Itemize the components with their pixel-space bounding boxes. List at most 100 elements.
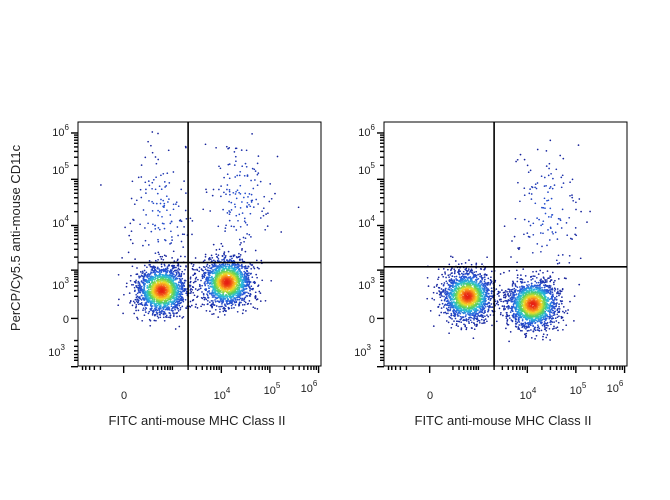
data-point (555, 327, 557, 329)
data-point (438, 290, 441, 293)
data-point (451, 279, 454, 282)
data-point (231, 295, 234, 297)
data-point (179, 290, 182, 293)
data-point (244, 288, 247, 290)
data-point (460, 272, 463, 275)
data-point (564, 310, 567, 312)
data-point (207, 296, 209, 298)
data-point (448, 292, 450, 295)
plot-panel-1: 0 104 105 106 103 0 103 104 105 106 FITC… (8, 121, 322, 428)
data-point (548, 311, 551, 314)
data-point (547, 229, 549, 231)
data-point (175, 300, 178, 303)
data-point (177, 205, 180, 208)
data-point (160, 174, 162, 177)
data-point (208, 276, 211, 279)
data-point (506, 302, 509, 305)
data-point (208, 283, 211, 285)
data-point (536, 217, 538, 219)
data-point (445, 287, 447, 290)
data-point (170, 272, 172, 275)
data-point (172, 295, 174, 298)
data-point (445, 307, 448, 310)
data-point (453, 268, 456, 271)
data-point (467, 320, 470, 323)
data-point (212, 270, 215, 272)
data-point (259, 217, 262, 219)
data-point (167, 201, 169, 203)
data-point (528, 236, 531, 238)
data-point (226, 188, 228, 191)
data-point (225, 310, 227, 312)
data-point (533, 275, 536, 278)
data-point (238, 238, 241, 241)
data-point (128, 292, 131, 294)
data-point (549, 186, 552, 188)
data-point (246, 205, 248, 208)
data-point (157, 317, 160, 319)
data-point (267, 212, 269, 215)
data-point (530, 279, 533, 281)
data-point (248, 300, 251, 302)
data-point (176, 315, 178, 318)
data-point (194, 257, 197, 259)
data-point (159, 312, 162, 314)
data-point (158, 270, 161, 273)
data-point (515, 323, 518, 325)
data-point (243, 273, 246, 276)
data-point (458, 320, 461, 323)
data-point (144, 311, 147, 313)
data-point (146, 285, 149, 287)
data-point (532, 222, 535, 225)
data-point (529, 224, 532, 227)
data-point (213, 286, 216, 289)
data-point (169, 243, 171, 245)
data-point (202, 269, 205, 272)
data-point (517, 247, 519, 249)
data-point (198, 266, 201, 269)
data-point (162, 199, 165, 202)
data-point (210, 282, 213, 284)
data-point (180, 240, 183, 243)
data-point (551, 231, 554, 233)
data-point (135, 199, 138, 202)
data-point (194, 306, 197, 308)
data-point (151, 302, 154, 304)
data-point (201, 284, 203, 287)
y-tick-label-1-2: 103 (52, 276, 69, 292)
data-point (481, 263, 483, 265)
data-point (154, 156, 157, 158)
data-point (167, 281, 170, 284)
data-point (179, 288, 181, 290)
data-point (503, 271, 505, 274)
data-point (151, 131, 154, 133)
data-point (489, 283, 491, 286)
data-point (568, 216, 571, 219)
data-point (460, 276, 462, 279)
data-point (180, 272, 183, 275)
data-point (239, 254, 242, 256)
data-point (241, 304, 244, 306)
data-point (178, 268, 181, 271)
data-point (475, 279, 478, 282)
data-point (147, 273, 150, 275)
data-point (519, 329, 522, 332)
data-point (260, 259, 263, 262)
data-point (237, 268, 240, 271)
data-point (211, 300, 214, 302)
data-point (163, 181, 166, 183)
data-point (176, 226, 179, 228)
data-point (223, 295, 226, 298)
data-point (135, 304, 138, 306)
data-point (550, 172, 552, 175)
data-point (503, 307, 505, 310)
data-point (228, 273, 231, 276)
data-point (486, 295, 489, 298)
data-point (230, 299, 233, 301)
data-point (440, 307, 443, 309)
data-point (440, 288, 443, 290)
data-point (141, 270, 144, 273)
data-point (514, 325, 517, 328)
data-point (465, 314, 467, 316)
data-point (532, 330, 535, 332)
